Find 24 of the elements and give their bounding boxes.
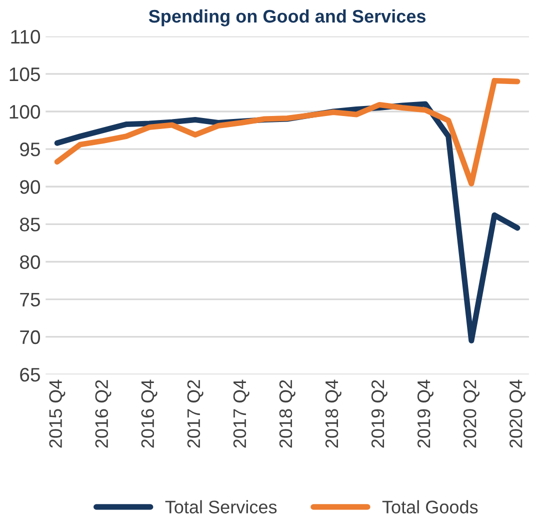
x-tick-label: 2018 Q4	[325, 380, 342, 448]
y-tick-label: 105	[10, 67, 40, 82]
legend-label: Total Services	[165, 500, 277, 514]
x-tick-label: 2020 Q2	[463, 380, 480, 448]
y-tick-label: 75	[20, 292, 40, 307]
x-tick-label: 2017 Q2	[187, 380, 204, 448]
chart-title: Spending on Good and Services	[148, 9, 426, 26]
y-tick-label: 80	[20, 255, 40, 269]
x-tick-label: 2019 Q4	[417, 380, 434, 448]
y-tick-label: 70	[20, 330, 40, 344]
y-tick-label: 95	[20, 142, 40, 156]
legend-label: Total Goods	[382, 500, 478, 514]
x-tick-label: 2020 Q4	[510, 380, 526, 448]
x-tick-label: 2018 Q2	[279, 380, 296, 448]
y-tick-label: 110	[11, 30, 40, 44]
x-tick-label: 2015 Q4	[49, 380, 66, 448]
x-tick-label: 2019 Q2	[371, 380, 388, 448]
y-tick-label: 90	[20, 180, 40, 194]
y-tick-label: 65	[20, 368, 40, 382]
x-tick-label: 2016 Q2	[95, 380, 112, 448]
y-tick-label: 85	[20, 218, 40, 232]
y-tick-label: 100	[10, 104, 40, 119]
x-tick-label: 2017 Q4	[233, 380, 250, 448]
x-tick-label: 2016 Q4	[141, 380, 158, 448]
